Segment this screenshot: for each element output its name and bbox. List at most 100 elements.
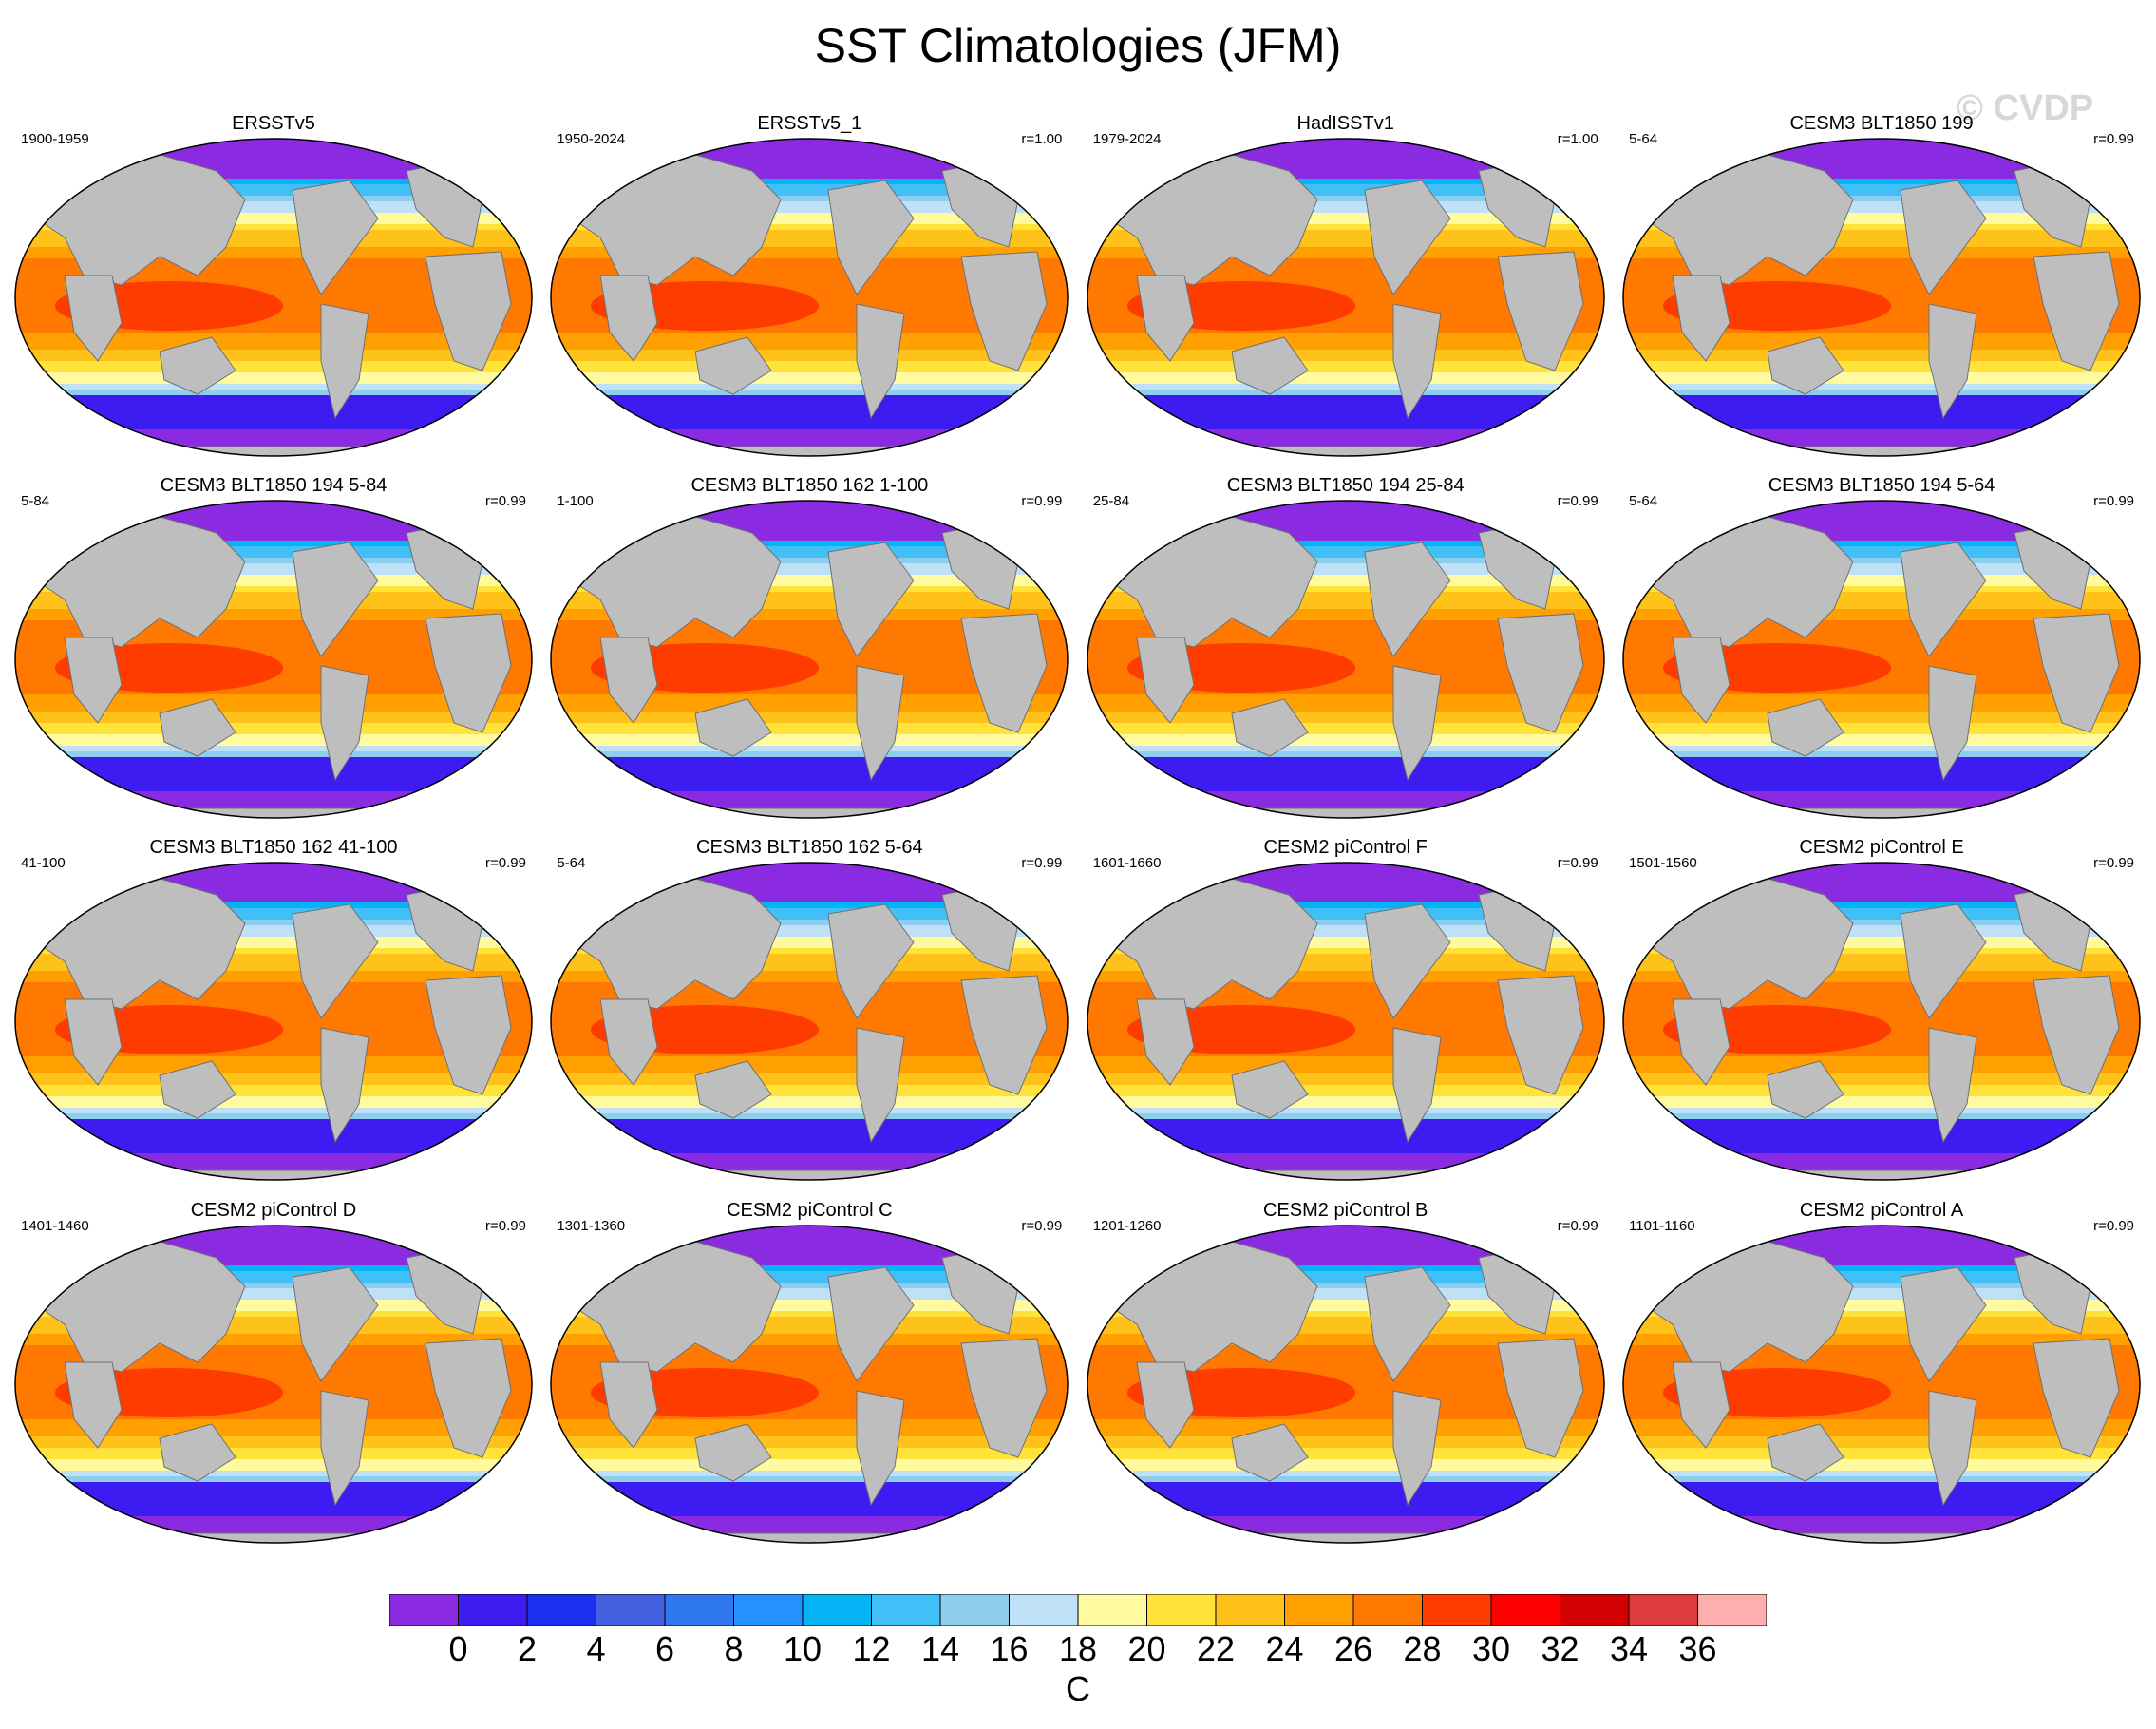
sst-band — [551, 1039, 1069, 1046]
sst-band — [1087, 1465, 1604, 1472]
sst-band — [1087, 281, 1604, 288]
sst-band — [15, 529, 532, 536]
sst-band — [1087, 1068, 1604, 1074]
sst-band — [551, 1260, 1069, 1266]
colorbar-tick-label: 36 — [1678, 1629, 1717, 1668]
land-mass — [1767, 1060, 1844, 1119]
sst-map — [1622, 500, 2141, 819]
sst-band — [15, 902, 532, 909]
sst-band — [1623, 1011, 2141, 1017]
sst-band — [1623, 1528, 2141, 1534]
sst-band — [1087, 1419, 1604, 1426]
sst-band — [1623, 190, 2141, 197]
sst-band — [551, 734, 1069, 741]
sst-band — [15, 780, 532, 787]
land-mass — [599, 275, 658, 362]
sst-band — [551, 1119, 1069, 1126]
land-mass — [856, 1027, 905, 1144]
sst-band — [1087, 156, 1604, 162]
panel-pattern-correlation: r=0.99 — [1021, 1218, 1063, 1234]
sst-band — [15, 954, 532, 960]
sst-band — [1087, 988, 1604, 995]
sst-band — [15, 880, 532, 886]
sst-band — [15, 1011, 532, 1017]
sst-band — [1087, 1231, 1604, 1238]
sst-band — [551, 1505, 1069, 1511]
sst-band — [1087, 1340, 1604, 1346]
land-mass — [120, 808, 427, 818]
land-mass — [1192, 1532, 1500, 1543]
sst-band — [551, 729, 1069, 735]
sst-band — [1623, 925, 2141, 932]
sst-band — [1623, 241, 2141, 248]
sst-band — [1623, 1311, 2141, 1318]
sst-band — [1087, 1119, 1604, 1126]
map-outline — [1086, 862, 1605, 1181]
sst-band — [1623, 1068, 2141, 1074]
sst-band — [1080, 1545, 1612, 1548]
sst-band — [1623, 580, 2141, 587]
sst-band — [551, 683, 1069, 690]
sst-band — [1623, 1062, 2141, 1069]
sst-band — [15, 965, 532, 972]
sst-band — [1087, 1431, 1604, 1437]
sst-band — [1623, 1136, 2141, 1143]
sst-band — [551, 988, 1069, 995]
sst-band — [551, 1510, 1069, 1517]
land-mass — [1364, 903, 1451, 1019]
sst-band — [15, 1079, 532, 1086]
sst-band — [1623, 270, 2141, 276]
sst-band — [15, 327, 532, 333]
sst-band — [551, 293, 1069, 299]
sst-band — [551, 167, 1069, 174]
sst-band — [551, 1454, 1069, 1460]
panel-title: CESM2 piControl A — [1799, 1200, 1964, 1221]
sst-band — [1623, 253, 2141, 259]
sst-band — [1087, 880, 1604, 886]
sst-band — [1623, 1294, 2141, 1301]
sst-band — [15, 512, 532, 519]
land-mass — [1497, 613, 1584, 733]
land-mass — [320, 1027, 369, 1144]
sst-band — [15, 863, 532, 869]
sst-band — [551, 1165, 1069, 1171]
sst-band — [551, 247, 1069, 254]
sst-band — [15, 942, 532, 949]
sst-band — [1623, 281, 2141, 288]
sst-band — [1087, 1153, 1604, 1160]
sst-band — [551, 580, 1069, 587]
sst-band — [15, 1142, 532, 1149]
sst-band — [15, 201, 532, 208]
sst-band — [15, 586, 532, 593]
sst-band — [1623, 287, 2141, 294]
sst-band — [15, 1153, 532, 1160]
sst-band — [1623, 988, 2141, 995]
colorbar-tick-label: 10 — [783, 1629, 823, 1668]
map-outline — [1086, 1225, 1605, 1544]
land-mass — [1392, 1390, 1442, 1507]
sst-band — [15, 1159, 532, 1166]
sst-band — [551, 179, 1069, 185]
sst-band — [1087, 637, 1604, 644]
sst-band — [551, 315, 1069, 322]
panel-title: CESM3 BLT1850 162 1-100 — [690, 475, 929, 496]
sst-band — [1087, 1454, 1604, 1460]
sst-band — [1623, 592, 2141, 598]
sst-band — [15, 390, 532, 396]
land-mass — [1672, 275, 1730, 362]
sst-band — [15, 384, 532, 390]
sst-band — [15, 1091, 532, 1097]
sst-band — [1087, 150, 1604, 157]
sst-band — [551, 1425, 1069, 1432]
sst-band — [1087, 207, 1604, 214]
sst-band — [1087, 1408, 1604, 1415]
sst-band — [551, 552, 1069, 559]
panel-pattern-correlation: r=0.99 — [2093, 493, 2135, 509]
land-mass — [1136, 636, 1195, 724]
sst-map — [1086, 862, 1605, 1181]
colorbar-tick-label: 0 — [448, 1629, 468, 1668]
sst-band — [1087, 196, 1604, 202]
sst-band — [15, 1096, 532, 1103]
sst-band — [1623, 632, 2141, 638]
sst-band — [551, 144, 1069, 151]
